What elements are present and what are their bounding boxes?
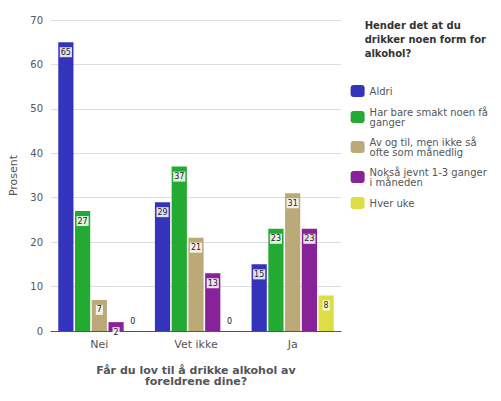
svg-text:2: 2: [114, 328, 119, 337]
svg-text:50: 50: [30, 103, 43, 114]
svg-text:40: 40: [30, 148, 43, 159]
svg-text:29: 29: [157, 208, 167, 217]
svg-text:70: 70: [30, 15, 43, 26]
svg-text:0: 0: [227, 317, 232, 326]
svg-text:ganger: ganger: [370, 117, 406, 128]
svg-text:Har bare smakt noen få: Har bare smakt noen få: [369, 106, 488, 118]
svg-text:i måneden: i måneden: [370, 176, 423, 188]
svg-text:13: 13: [208, 279, 218, 288]
svg-text:ofte som månedlig: ofte som månedlig: [370, 146, 464, 158]
svg-text:alkohol?: alkohol?: [365, 48, 412, 59]
svg-text:27: 27: [78, 217, 88, 226]
svg-text:65: 65: [61, 48, 71, 57]
svg-text:Ja: Ja: [287, 338, 298, 351]
svg-text:0: 0: [130, 317, 135, 326]
svg-text:0: 0: [37, 326, 43, 337]
svg-text:Vet ikke: Vet ikke: [174, 338, 218, 351]
svg-text:Aldri: Aldri: [370, 86, 393, 97]
svg-text:23: 23: [271, 234, 281, 243]
svg-text:30: 30: [30, 192, 43, 203]
svg-text:foreldrene dine?: foreldrene dine?: [145, 375, 247, 388]
svg-text:21: 21: [191, 243, 201, 252]
svg-text:15: 15: [254, 270, 264, 279]
svg-text:Av og til, men ikke så: Av og til, men ikke så: [369, 136, 477, 148]
svg-text:23: 23: [304, 234, 314, 243]
svg-text:60: 60: [30, 59, 43, 70]
svg-text:Nokså jevnt 1-3 ganger: Nokså jevnt 1-3 ganger: [369, 166, 487, 178]
svg-text:drikker noen form for: drikker noen form for: [365, 34, 486, 45]
svg-text:Prosent: Prosent: [7, 154, 20, 196]
svg-text:Hender det at du: Hender det at du: [365, 20, 461, 31]
svg-text:10: 10: [30, 281, 43, 292]
svg-text:7: 7: [97, 305, 102, 314]
svg-text:Hver uke: Hver uke: [370, 198, 415, 209]
svg-text:8: 8: [324, 301, 329, 310]
svg-text:Får du lov til å drikke alkoho: Får du lov til å drikke alkohol av: [96, 364, 296, 377]
svg-text:31: 31: [288, 199, 298, 208]
svg-text:Nei: Nei: [90, 338, 108, 351]
svg-text:37: 37: [174, 172, 184, 181]
svg-text:20: 20: [30, 237, 43, 248]
